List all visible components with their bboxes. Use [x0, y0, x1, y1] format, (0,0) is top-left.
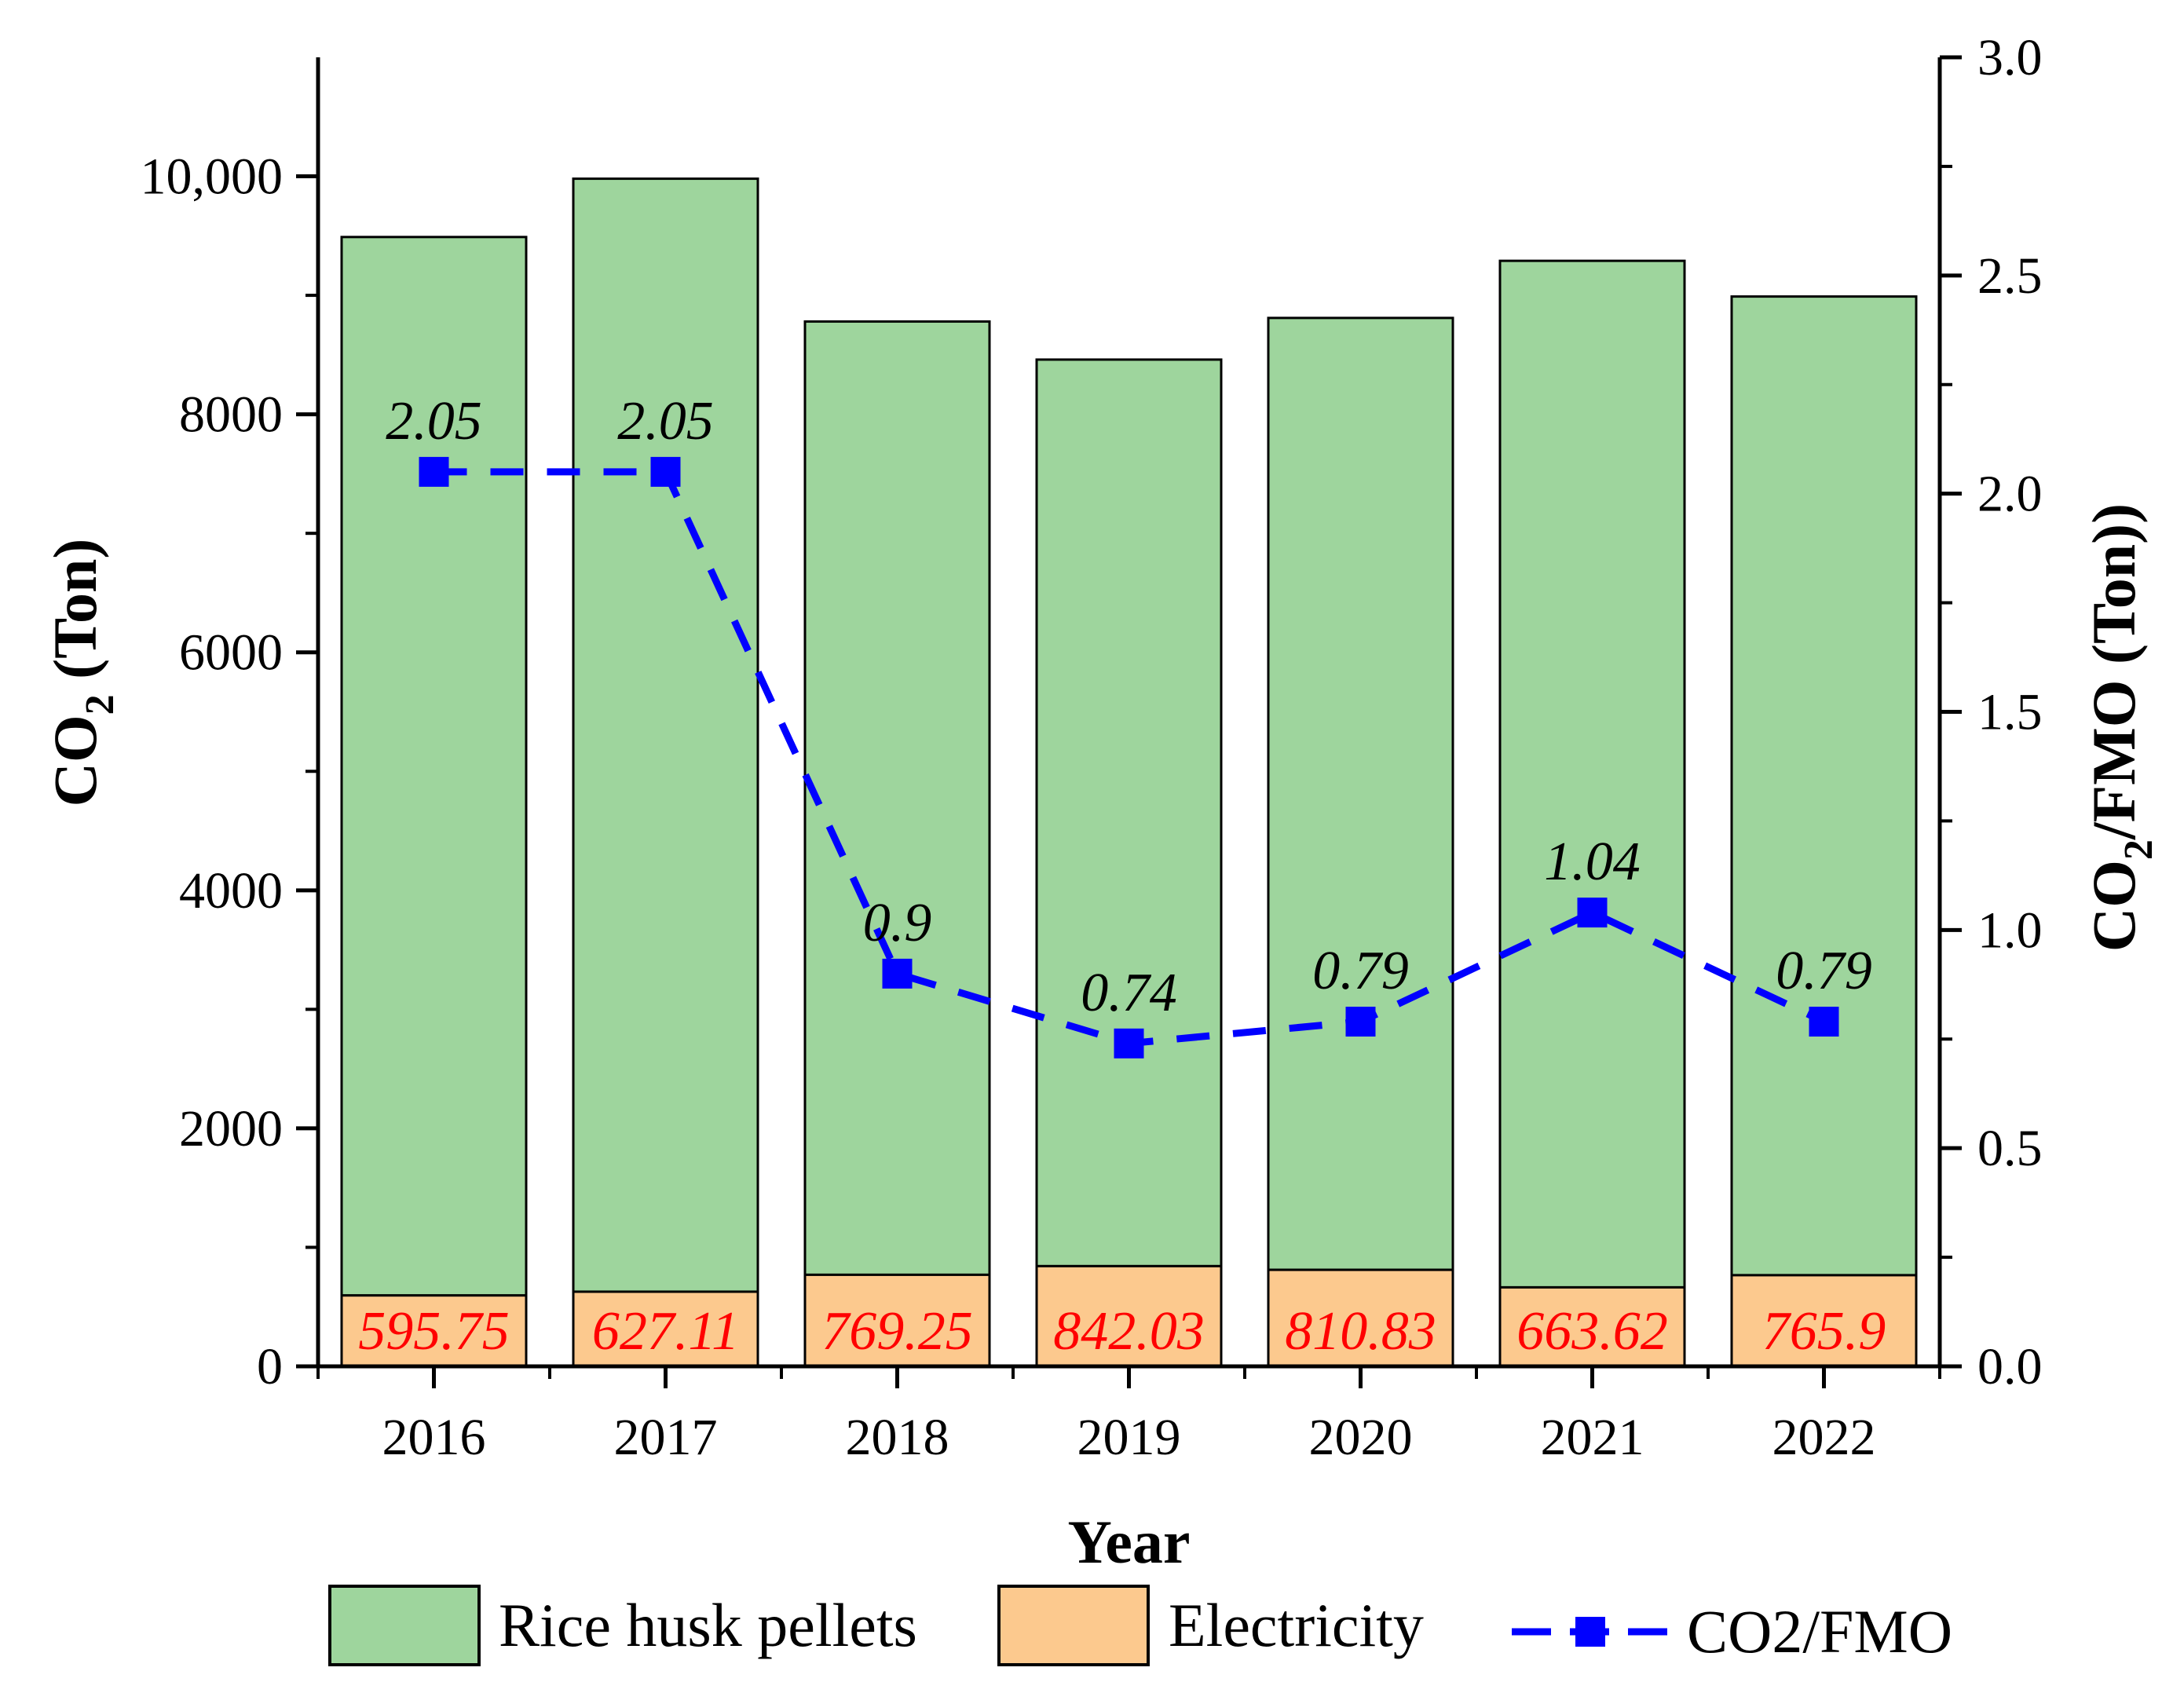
x-tick-label-2020: 2020 [1309, 1409, 1413, 1466]
co2-fmo-label-2016: 2.05 [386, 391, 482, 452]
left-tick-label: 2000 [179, 1100, 283, 1157]
electricity-bar-2020 [1267, 1268, 1454, 1368]
co2-fmo-marker-2021 [1577, 898, 1608, 928]
co2-fmo-marker-2018 [882, 958, 913, 989]
rice-husk-bars [340, 177, 1918, 1297]
co2-fmo-line: 2.05 2.05 0.9 0.74 0.79 1.04 0.79 [386, 391, 1872, 1059]
co2-fmo-label-2017: 2.05 [617, 391, 714, 452]
rice-husk-bar-2019 [1035, 358, 1223, 1267]
legend-label-electricity: Electricity [1169, 1591, 1424, 1659]
electricity-data-labels: 595.75 627.11 769.25 842.03 810.83 663.62 765.… [358, 1301, 1886, 1362]
co2-fmo-label-2021: 1.04 [1544, 832, 1641, 892]
legend-swatch-rice-husk-pellets [328, 1585, 481, 1666]
electricity-label-2020: 810.83 [1285, 1301, 1436, 1362]
rice-husk-bar-2021 [1498, 259, 1686, 1289]
rice-husk-bar-2018 [803, 320, 991, 1276]
x-tick-label-2019: 2019 [1077, 1409, 1181, 1466]
electricity-bars [340, 1264, 1918, 1368]
electricity-label-2019: 842.03 [1053, 1301, 1205, 1362]
right-axis-title: CO2/FMO (Ton)) [2080, 503, 2161, 952]
co2-fmo-marker-2020 [1345, 1007, 1376, 1037]
x-tick-label-2018: 2018 [846, 1409, 949, 1466]
legend-label-rice-husk-pellets: Rice husk pellets [499, 1591, 917, 1659]
left-tick-label: 8000 [179, 386, 283, 444]
electricity-bar-2018 [803, 1273, 991, 1368]
right-tick-label: 2.0 [1977, 466, 2043, 523]
legend-swatch-electricity [997, 1585, 1150, 1666]
rice-husk-bar-2016 [340, 236, 528, 1297]
co2-fmo-marker-2017 [650, 456, 681, 487]
rice-husk-bar-2020 [1267, 316, 1454, 1271]
right-tick-label: 0.0 [1977, 1338, 2043, 1395]
x-tick-label-2016: 2016 [382, 1409, 486, 1466]
legend-label-co2-fmo: CO2/FMO [1687, 1597, 1952, 1666]
right-tick-label: 2.5 [1977, 247, 2043, 305]
co2-fmo-label-2020: 0.79 [1312, 941, 1409, 1001]
co2-fmo-label-2022: 0.79 [1776, 941, 1872, 1001]
x-axis-title: Year [1068, 1508, 1191, 1576]
co2-fmo-marker-2019 [1114, 1028, 1144, 1059]
left-tick-label: 6000 [179, 624, 283, 682]
x-tick-label-2021: 2021 [1541, 1409, 1644, 1466]
right-tick-label: 0.5 [1977, 1120, 2043, 1177]
co2-fmo-label-2019: 0.74 [1081, 963, 1177, 1023]
electricity-label-2017: 627.11 [592, 1301, 739, 1362]
right-tick-label: 1.0 [1977, 901, 2043, 959]
right-tick-label: 1.5 [1977, 684, 2043, 741]
x-tick-label-2022: 2022 [1772, 1409, 1876, 1466]
x-tick-label-2017: 2017 [614, 1409, 718, 1466]
co2-fmo-marker-2016 [419, 456, 449, 487]
electricity-label-2021: 663.62 [1516, 1301, 1668, 1362]
electricity-label-2022: 765.9 [1762, 1301, 1886, 1362]
left-tick-label: 4000 [179, 862, 283, 920]
co2-fmo-label-2018: 0.9 [863, 893, 932, 953]
co2-fmo-marker-2022 [1809, 1007, 1839, 1037]
left-tick-label: 10,000 [141, 148, 284, 206]
left-tick-label: 0 [257, 1338, 283, 1395]
electricity-label-2016: 595.75 [358, 1301, 510, 1362]
right-tick-label: 3.0 [1977, 29, 2043, 86]
rice-husk-bar-2017 [572, 177, 759, 1293]
left-axis-title: CO2 (Ton) [41, 539, 123, 807]
electricity-label-2018: 769.25 [821, 1301, 973, 1362]
axes: 0 2000 4000 6000 8000 10,000 0.0 0.5 1.0 1.5 2.0 2.… [41, 29, 2161, 1576]
electricity-bar-2022 [1730, 1274, 1918, 1368]
rice-husk-bar-2022 [1730, 295, 1918, 1277]
legend: Rice husk pellets Electricity CO2/FMO [328, 1585, 1952, 1666]
electricity-bar-2016 [340, 1294, 528, 1368]
legend-marker-co2-fmo [1575, 1617, 1605, 1647]
